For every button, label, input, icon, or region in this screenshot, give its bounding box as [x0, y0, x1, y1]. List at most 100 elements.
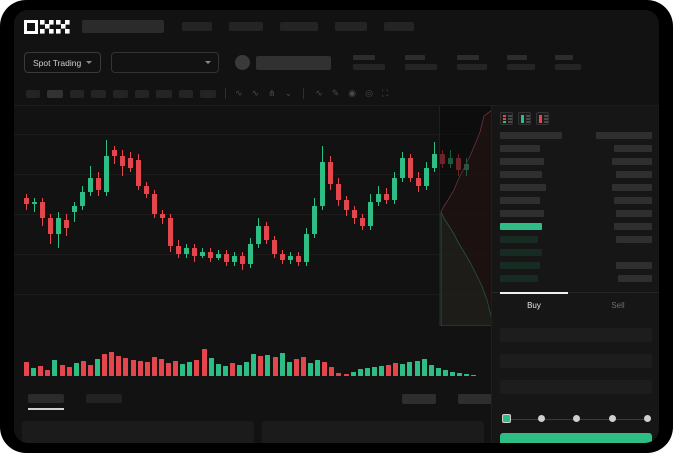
volume-bar-43 — [329, 367, 335, 376]
measure-icon[interactable]: ✎ — [331, 88, 340, 98]
volume-bar-26 — [208, 358, 214, 376]
fullscreen-icon[interactable]: ⛶ — [382, 88, 389, 98]
tab-sell-label: Sell — [611, 301, 625, 310]
candle-36 — [312, 106, 317, 326]
settings-icon[interactable]: ◎ — [365, 88, 373, 98]
indicator-icon[interactable]: ∿ — [235, 88, 243, 98]
candle-4 — [56, 106, 61, 326]
tf-4[interactable] — [91, 89, 106, 98]
candle-18 — [168, 106, 173, 326]
candle-body-27 — [240, 256, 245, 264]
candle-33 — [288, 106, 293, 326]
orderbook-bid-row-3[interactable] — [500, 171, 542, 178]
tf-1[interactable] — [26, 89, 40, 98]
orderbook-ask-row-0[interactable] — [596, 132, 652, 139]
trading-pair-selector[interactable] — [111, 52, 220, 73]
nav-item-3[interactable] — [280, 22, 318, 31]
volume-bar-25 — [201, 349, 207, 376]
tf-6[interactable] — [135, 89, 149, 98]
volume-bar-59 — [442, 370, 448, 376]
order-field-1[interactable] — [500, 328, 652, 342]
orderbook-bid-row-4[interactable] — [500, 184, 546, 191]
order-field-3[interactable] — [500, 380, 652, 394]
orderbook-bid-row-1[interactable] — [500, 145, 540, 152]
tab-open-orders[interactable] — [28, 394, 64, 403]
slider-node-3[interactable] — [608, 415, 616, 422]
volume-bar-18 — [151, 357, 157, 376]
orderbook-view-asks-icon[interactable] — [536, 112, 549, 125]
orderbook-ask-row-6[interactable] — [616, 210, 652, 217]
camera-icon[interactable]: ◉ — [348, 88, 357, 98]
bottom-action-1[interactable] — [402, 394, 436, 404]
slider-node-0[interactable] — [502, 414, 511, 423]
order-field-2[interactable] — [500, 354, 652, 368]
compare-icon[interactable]: ∿ — [251, 88, 260, 98]
orderbook-bid-row-6[interactable] — [500, 210, 544, 217]
templates-icon[interactable]: ⋔ — [268, 88, 276, 98]
orderbook-view-both-icon[interactable] — [500, 112, 513, 125]
orderbook-bid-row-10[interactable] — [500, 262, 540, 269]
orderbook-bid-row-9[interactable] — [500, 249, 542, 256]
amount-slider[interactable] — [502, 413, 652, 425]
candle-body-47 — [400, 158, 405, 178]
nav-item-5[interactable] — [384, 22, 414, 31]
orderbook-ask-row-2[interactable] — [612, 158, 652, 165]
volume-bar-14 — [123, 358, 129, 376]
tf-5[interactable] — [113, 89, 128, 98]
orderbook-view-bids-icon[interactable] — [518, 112, 531, 125]
tab-buy[interactable]: Buy — [492, 292, 576, 318]
tf-8[interactable] — [179, 89, 193, 98]
trading-mode-selector[interactable]: Spot Trading — [24, 52, 102, 73]
line-chart-icon[interactable]: ∿ — [315, 88, 323, 98]
bottom-panel-left[interactable] — [22, 421, 254, 443]
okx-logo[interactable] — [24, 19, 70, 34]
stat-1-value — [353, 64, 386, 70]
search-input[interactable] — [82, 20, 164, 33]
slider-node-2[interactable] — [573, 415, 580, 422]
orderbook-ask-row-10[interactable] — [616, 262, 652, 269]
tf-9[interactable] — [200, 89, 216, 98]
tf-2[interactable] — [47, 89, 63, 98]
candle-46 — [392, 106, 397, 326]
candle-6 — [72, 106, 77, 326]
orderbook-ask-row-4[interactable] — [612, 184, 652, 191]
orderbook-ask-row-7[interactable] — [614, 223, 652, 230]
candle-body-43 — [368, 202, 373, 226]
orderbook-bid-row-8[interactable] — [500, 236, 538, 243]
bottom-action-2[interactable] — [458, 394, 492, 404]
orderbook-ask-row-3[interactable] — [616, 171, 652, 178]
candle-19 — [176, 106, 181, 326]
volume-bar-4 — [52, 360, 58, 376]
volume-bar-0 — [24, 362, 29, 376]
bottom-panel-right[interactable] — [262, 421, 484, 443]
candle-9 — [96, 106, 101, 326]
orderbook-bid-row-11[interactable] — [500, 275, 538, 282]
candlestick-chart[interactable] — [14, 106, 493, 327]
tf-7[interactable] — [156, 89, 172, 98]
tab-order-history[interactable] — [86, 394, 122, 403]
orderbook-ask-row-5[interactable] — [614, 197, 652, 204]
top-navigation-bar — [14, 10, 659, 43]
orderbook-bid-row-7[interactable] — [500, 223, 542, 230]
stat-1 — [353, 55, 386, 70]
nav-item-4[interactable] — [335, 22, 367, 31]
tab-sell[interactable]: Sell — [576, 293, 659, 318]
volume-bar-1 — [31, 368, 37, 376]
stat-3-value — [457, 64, 488, 70]
orderbook-ask-row-8[interactable] — [616, 236, 652, 243]
slider-node-1[interactable] — [537, 415, 545, 422]
nav-item-2[interactable] — [229, 22, 263, 31]
candle-wick-6 — [74, 202, 75, 222]
tf-3[interactable] — [70, 89, 84, 98]
orderbook-bid-row-0[interactable] — [500, 132, 562, 139]
volume-bar-35 — [272, 357, 278, 376]
orderbook-ask-row-11[interactable] — [618, 275, 652, 282]
slider-node-4[interactable] — [644, 415, 651, 422]
orderbook-bid-row-5[interactable] — [500, 197, 540, 204]
nav-item-1[interactable] — [182, 22, 212, 31]
chevron-down-icon[interactable]: ⌄ — [284, 88, 293, 98]
buy-submit-button[interactable] — [500, 433, 652, 443]
orderbook-ask-row-1[interactable] — [614, 145, 652, 152]
volume-bar-63 — [471, 375, 477, 376]
orderbook-bid-row-2[interactable] — [500, 158, 544, 165]
